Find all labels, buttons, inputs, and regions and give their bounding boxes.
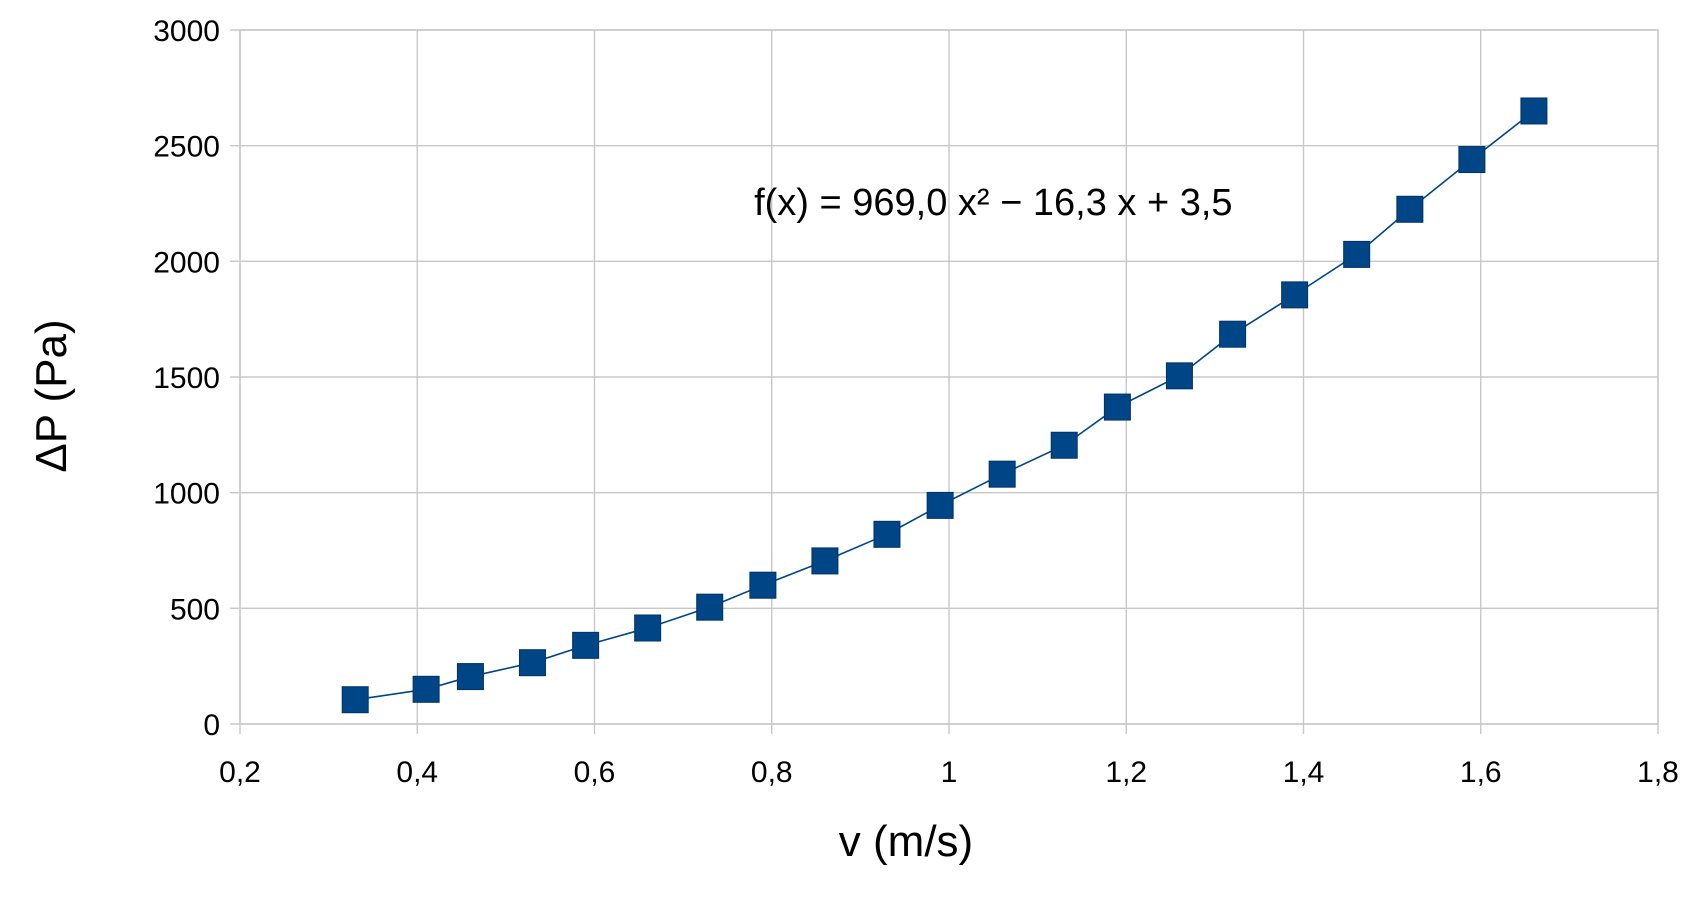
data-point-marker <box>1103 393 1131 421</box>
data-point-marker <box>456 663 484 691</box>
x-tick-label: 1,6 <box>1460 756 1502 789</box>
data-point-marker <box>1343 240 1371 268</box>
y-tick-label: 2000 <box>153 246 220 279</box>
y-tick-label: 1500 <box>153 362 220 395</box>
x-tick-label: 1,2 <box>1105 756 1147 789</box>
data-point-marker <box>811 547 839 575</box>
data-point-marker <box>696 593 724 621</box>
data-point-marker <box>1281 281 1309 309</box>
data-point-marker <box>988 460 1016 488</box>
tick-labels: 0 500 1000 1500 2000 2500 3000 0,2 0,4 0,6 0,8 1 1,2… <box>153 15 1679 789</box>
data-point-marker <box>1396 195 1424 223</box>
trendline-equation: f(x) = 969,0 x² − 16,3 x + 3,5 <box>754 182 1232 224</box>
data-point-marker <box>1165 362 1193 390</box>
data-point-marker <box>572 631 600 659</box>
x-tick-label: 1,4 <box>1283 756 1325 789</box>
data-point-marker <box>1458 146 1486 174</box>
y-tick-label: 2500 <box>153 131 220 164</box>
data-point-marker <box>749 571 777 599</box>
data-point-marker <box>412 675 440 703</box>
x-tick-label: 0,8 <box>751 756 793 789</box>
x-axis-title: v (m/s) <box>839 817 973 866</box>
data-point-marker <box>1050 431 1078 459</box>
y-tick-label: 3000 <box>153 15 220 48</box>
data-point-marker <box>1219 320 1247 348</box>
x-tick-label: 1,8 <box>1637 756 1679 789</box>
data-point-marker <box>926 491 954 519</box>
x-tick-label: 0,6 <box>574 756 616 789</box>
x-tick-label: 0,4 <box>396 756 438 789</box>
data-point-marker <box>1520 97 1548 125</box>
x-tick-label: 1 <box>941 756 958 789</box>
y-axis-title: ΔP (Pa) <box>27 319 76 472</box>
data-series <box>341 97 1548 714</box>
data-point-marker <box>341 686 369 714</box>
y-tick-label: 500 <box>170 593 220 626</box>
data-point-marker <box>873 520 901 548</box>
x-tick-label: 0,2 <box>219 756 261 789</box>
axes <box>239 29 1659 725</box>
y-tick-label: 0 <box>203 709 220 742</box>
gridlines <box>230 29 1659 734</box>
annotations: f(x) = 969,0 x² − 16,3 x + 3,5 <box>754 182 1232 224</box>
y-tick-label: 1000 <box>153 478 220 511</box>
data-point-marker <box>518 649 546 677</box>
plot-area-border <box>239 29 1659 725</box>
data-point-marker <box>634 614 662 642</box>
